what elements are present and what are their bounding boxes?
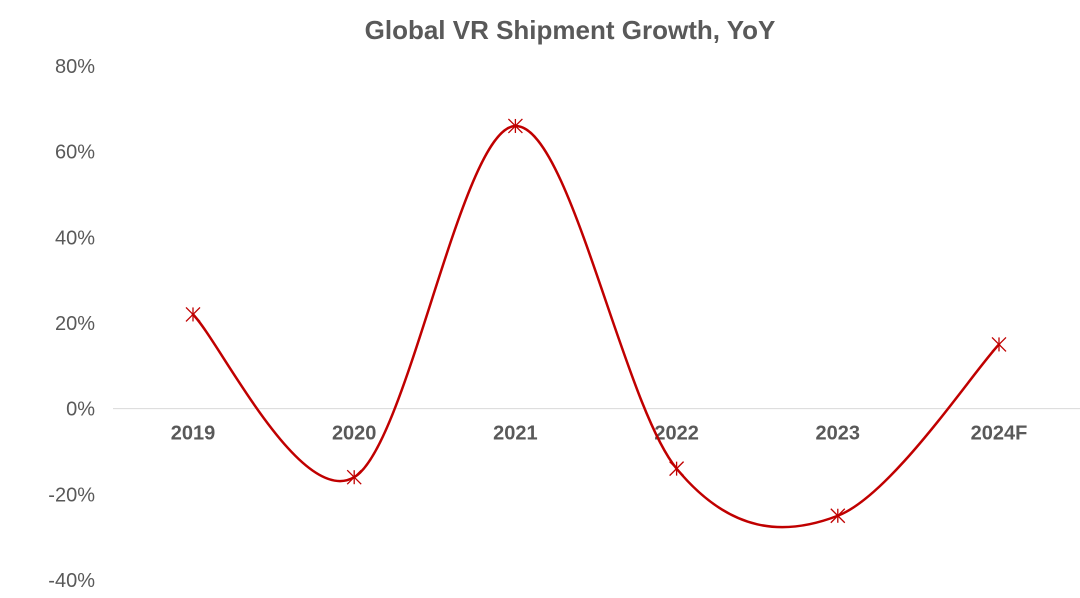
data-point-marker bbox=[830, 508, 846, 524]
data-point-marker bbox=[346, 469, 362, 485]
x-tick-label: 2022 bbox=[654, 423, 699, 445]
x-tick-label: 2023 bbox=[816, 423, 861, 445]
data-point-marker bbox=[991, 336, 1007, 352]
data-point-marker bbox=[185, 306, 201, 322]
y-tick-label: 80% bbox=[55, 56, 95, 78]
y-tick-label: 0% bbox=[66, 399, 95, 421]
y-tick-label: -40% bbox=[48, 570, 95, 592]
data-point-marker bbox=[507, 118, 523, 134]
x-tick-label: 2020 bbox=[332, 423, 377, 445]
series-line bbox=[191, 124, 1001, 529]
y-tick-label: 40% bbox=[55, 227, 95, 249]
y-tick-label: 60% bbox=[55, 142, 95, 164]
chart-title: Global VR Shipment Growth, YoY bbox=[364, 15, 776, 45]
y-tick-label: -20% bbox=[48, 484, 95, 506]
y-tick-label: 20% bbox=[55, 313, 95, 335]
data-point-marker bbox=[669, 461, 685, 477]
x-tick-label: 2019 bbox=[171, 423, 216, 445]
x-tick-label: 2021 bbox=[493, 423, 538, 445]
x-tick-label: 2024F bbox=[971, 423, 1028, 445]
